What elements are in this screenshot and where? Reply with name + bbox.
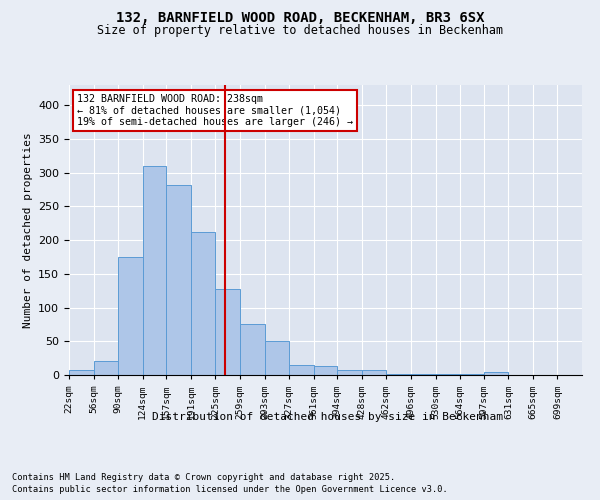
Bar (337, 370, 362, 375)
Text: 132 BARNFIELD WOOD ROAD: 238sqm
← 81% of detached houses are smaller (1,054)
19%: 132 BARNFIELD WOOD ROAD: 238sqm ← 81% of… (77, 94, 353, 127)
Text: Size of property relative to detached houses in Beckenham: Size of property relative to detached ho… (97, 24, 503, 37)
Bar (118, 257, 143, 375)
Text: 132, BARNFIELD WOOD ROAD, BECKENHAM, BR3 6SX: 132, BARNFIELD WOOD ROAD, BECKENHAM, BR3… (116, 11, 484, 25)
Bar (484, 372, 508, 375)
Text: Contains HM Land Registry data © Crown copyright and database right 2025.: Contains HM Land Registry data © Crown c… (12, 472, 395, 482)
Bar (314, 366, 337, 375)
Bar (215, 290, 240, 375)
Bar (460, 374, 484, 375)
Bar (94, 361, 118, 375)
Text: Contains public sector information licensed under the Open Government Licence v3: Contains public sector information licen… (12, 485, 448, 494)
Bar (411, 374, 436, 375)
Bar (265, 342, 289, 375)
Bar (69, 370, 94, 375)
Y-axis label: Number of detached properties: Number of detached properties (23, 132, 32, 328)
Bar (386, 374, 411, 375)
Bar (289, 365, 314, 375)
Text: Distribution of detached houses by size in Beckenham: Distribution of detached houses by size … (151, 412, 503, 422)
Bar (166, 185, 191, 375)
Bar (191, 232, 215, 375)
Bar (240, 324, 265, 375)
Bar (143, 166, 166, 375)
Bar (436, 374, 460, 375)
Bar (362, 370, 386, 375)
